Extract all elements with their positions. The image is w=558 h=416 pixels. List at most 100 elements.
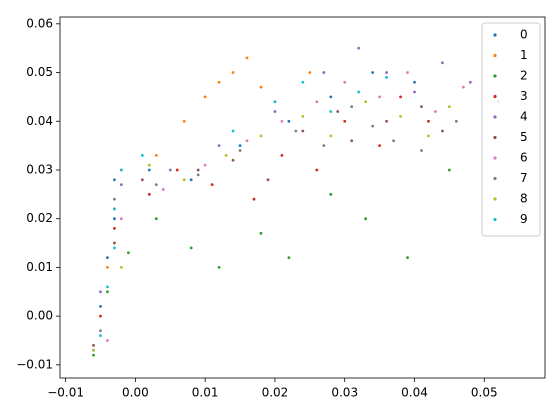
y-tick-label: 0.00	[26, 309, 53, 323]
point	[210, 183, 214, 186]
y-tick-label: 0.05	[26, 65, 53, 79]
point	[434, 110, 437, 113]
point	[427, 134, 430, 138]
point	[154, 183, 158, 186]
x-tick-label: 0.00	[122, 386, 149, 400]
point	[343, 119, 347, 123]
point	[322, 144, 326, 148]
legend-label: 2	[520, 69, 528, 83]
point	[182, 178, 186, 182]
point	[113, 197, 116, 201]
point	[322, 71, 326, 74]
point	[161, 188, 165, 191]
point	[92, 343, 95, 347]
y-tick-label: 0.03	[26, 162, 53, 176]
point	[441, 61, 444, 65]
point	[106, 339, 109, 342]
point	[113, 227, 116, 230]
legend-marker	[493, 135, 497, 140]
x-tick-label: 0.02	[262, 386, 289, 400]
point	[350, 105, 354, 109]
point	[273, 110, 277, 113]
y-tick-label: 0.01	[26, 260, 53, 274]
point	[224, 153, 228, 157]
point	[217, 266, 221, 269]
point	[378, 95, 382, 99]
point	[301, 129, 305, 133]
point	[238, 149, 242, 152]
point	[461, 85, 465, 89]
legend-marker	[493, 94, 497, 99]
plot-frame	[59, 16, 546, 379]
point	[189, 246, 193, 250]
point	[120, 266, 123, 269]
point	[287, 256, 291, 260]
point	[120, 168, 123, 172]
point	[447, 105, 451, 109]
point	[147, 192, 151, 196]
legend-marker	[493, 197, 497, 201]
legend-marker	[493, 156, 497, 160]
x-tick-label: 0.01	[192, 386, 219, 400]
point	[301, 114, 305, 118]
legend-marker	[493, 176, 497, 181]
point	[399, 95, 402, 99]
point	[99, 314, 102, 318]
point	[154, 217, 158, 221]
point	[120, 217, 123, 221]
legend-marker	[493, 115, 497, 119]
point	[92, 348, 95, 352]
legend-label: 6	[520, 151, 528, 165]
point	[113, 246, 116, 250]
point	[92, 353, 95, 357]
point	[385, 76, 388, 79]
point	[287, 119, 291, 123]
point	[189, 178, 193, 182]
legend-label: 9	[520, 212, 528, 226]
point	[231, 71, 235, 74]
point	[231, 158, 235, 162]
point	[120, 183, 123, 186]
point	[441, 129, 444, 133]
point	[245, 56, 249, 60]
legend-label: 8	[520, 192, 528, 206]
x-tick-label: 0.04	[401, 386, 428, 400]
legend-marker	[493, 53, 497, 58]
point	[182, 119, 186, 123]
point	[231, 129, 235, 133]
point	[329, 95, 333, 99]
point	[203, 95, 207, 99]
point	[385, 71, 388, 74]
point	[113, 207, 116, 211]
point	[413, 90, 416, 94]
point	[99, 329, 102, 333]
point	[454, 119, 458, 123]
point	[196, 173, 200, 177]
legend-label: 4	[520, 110, 528, 124]
point	[378, 144, 382, 148]
point	[447, 168, 451, 172]
point	[280, 153, 284, 157]
legend-box	[481, 22, 541, 237]
point	[329, 192, 333, 196]
y-tick-label: −0.01	[16, 357, 53, 371]
point	[329, 110, 333, 113]
point	[203, 163, 207, 167]
point	[252, 197, 256, 201]
point	[406, 256, 409, 260]
point	[301, 80, 305, 84]
legend-label: 5	[520, 130, 528, 144]
legend-label: 1	[520, 48, 528, 62]
legend-label: 0	[520, 28, 528, 42]
legend-marker	[493, 217, 497, 222]
point	[364, 100, 368, 104]
legend-label: 3	[520, 89, 528, 103]
point	[147, 163, 151, 167]
y-tick-label: 0.04	[26, 114, 53, 128]
legend-marker	[493, 74, 497, 78]
point	[245, 139, 249, 143]
point	[329, 134, 333, 138]
point	[126, 251, 130, 255]
